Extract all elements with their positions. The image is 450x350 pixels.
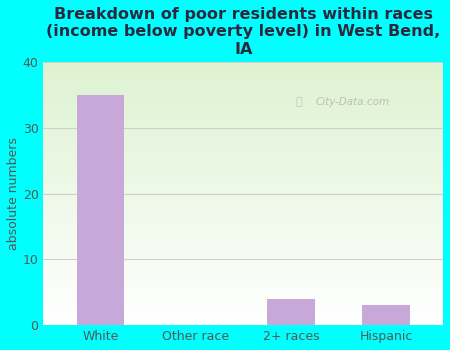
Bar — [77, 95, 124, 325]
Bar — [267, 299, 315, 325]
Bar — [362, 306, 410, 325]
Title: Breakdown of poor residents within races
(income below poverty level) in West Be: Breakdown of poor residents within races… — [46, 7, 441, 57]
Text: City-Data.com: City-Data.com — [315, 97, 389, 106]
Y-axis label: absolute numbers: absolute numbers — [7, 137, 20, 250]
Text: ⦿: ⦿ — [295, 97, 302, 106]
